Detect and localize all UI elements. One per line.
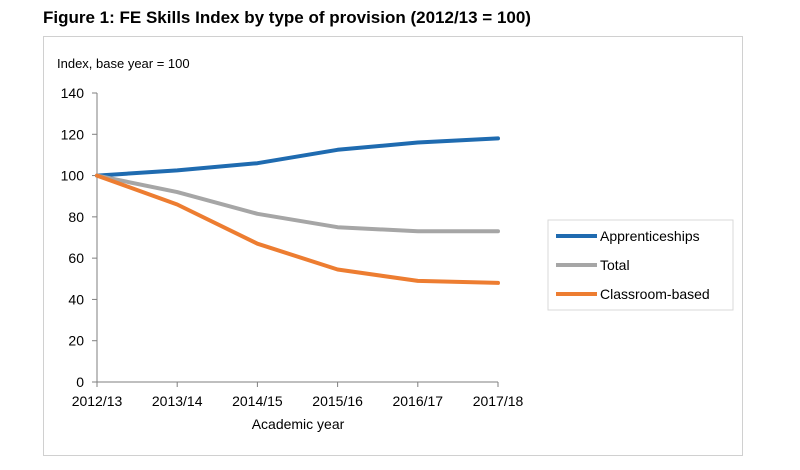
data-point	[255, 161, 259, 165]
data-point	[336, 225, 340, 229]
data-point	[255, 242, 259, 246]
y-tick-label: 40	[68, 291, 84, 307]
data-point	[336, 148, 340, 152]
data-point	[175, 168, 179, 172]
y-tick-label: 140	[61, 85, 85, 101]
y-tick-label: 120	[61, 126, 85, 142]
data-point	[95, 174, 99, 178]
axes: 0 20 40 60 80 100 120 140 2012/13 2013/14 2014/15 2…	[61, 85, 524, 409]
chart-frame	[43, 36, 743, 456]
data-point	[416, 141, 420, 145]
data-point	[175, 190, 179, 194]
x-axis-label: Academic year	[252, 416, 345, 432]
x-tick-label: 2017/18	[473, 393, 524, 409]
legend-label: Total	[600, 257, 630, 273]
data-point	[496, 281, 500, 285]
data-point	[255, 212, 259, 216]
y-tick-label: 80	[68, 209, 84, 225]
data-point	[416, 279, 420, 283]
series-line-classroom-based	[95, 173, 500, 285]
legend-label: Apprenticeships	[600, 228, 700, 244]
x-tick-label: 2012/13	[72, 393, 123, 409]
x-tick-label: 2016/17	[392, 393, 443, 409]
y-tick-label: 0	[76, 374, 84, 390]
legend: Apprenticeships Total Classroom-based	[547, 219, 734, 311]
data-point	[175, 202, 179, 206]
y-axis-label: Index, base year = 100	[57, 56, 190, 71]
legend-label: Classroom-based	[600, 286, 710, 302]
y-tick-label: 100	[61, 168, 85, 184]
y-tick-label: 60	[68, 250, 84, 266]
data-point	[496, 136, 500, 140]
data-point	[416, 229, 420, 233]
series-line-apprenticeships	[95, 136, 500, 178]
y-tick-label: 20	[68, 333, 84, 349]
figure-title: Figure 1: FE Skills Index by type of pro…	[43, 8, 531, 27]
series-layer	[95, 136, 500, 285]
x-tick-label: 2013/14	[152, 393, 203, 409]
series-line-total	[95, 173, 500, 234]
data-point	[496, 229, 500, 233]
data-point	[336, 267, 340, 271]
x-tick-label: 2014/15	[232, 393, 283, 409]
x-tick-label: 2015/16	[312, 393, 363, 409]
